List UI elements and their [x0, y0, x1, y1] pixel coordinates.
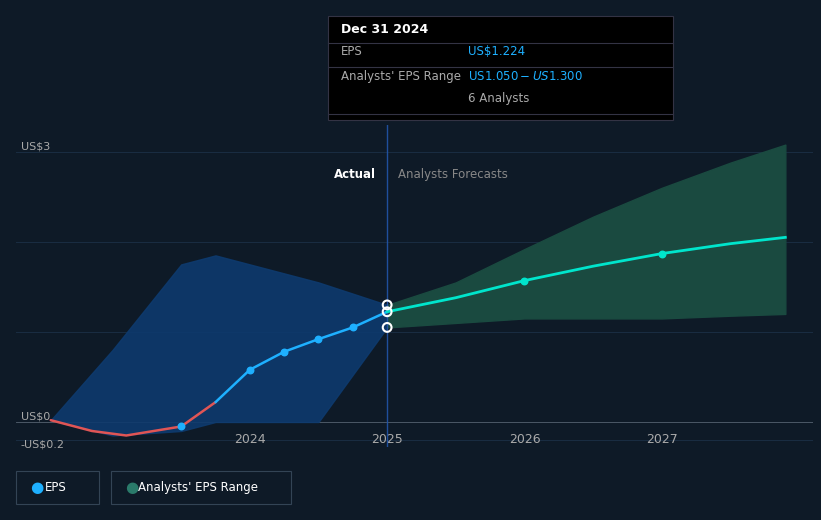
Text: EPS: EPS [45, 482, 67, 494]
Text: ●: ● [30, 480, 44, 495]
Point [175, 422, 188, 431]
Text: Analysts' EPS Range: Analysts' EPS Range [138, 482, 258, 494]
Text: 2024: 2024 [234, 433, 266, 446]
Text: Dec 31 2024: Dec 31 2024 [341, 23, 428, 36]
Text: 6 Analysts: 6 Analysts [468, 92, 530, 105]
Point [518, 277, 531, 285]
Text: 2027: 2027 [646, 433, 677, 446]
Point [655, 250, 668, 258]
Text: Analysts' EPS Range: Analysts' EPS Range [341, 70, 461, 83]
Text: Actual: Actual [334, 168, 376, 181]
Point [381, 323, 394, 332]
Point [312, 335, 325, 343]
Point [346, 323, 360, 332]
Text: US$3: US$3 [21, 142, 50, 152]
Text: Analysts Forecasts: Analysts Forecasts [398, 168, 508, 181]
Text: ●: ● [125, 480, 138, 495]
Text: EPS: EPS [341, 45, 362, 58]
Text: US$0: US$0 [21, 411, 50, 421]
Text: 2025: 2025 [371, 433, 403, 446]
Point [277, 347, 291, 356]
Text: -US$0.2: -US$0.2 [21, 440, 65, 450]
Point [381, 308, 394, 316]
Point [381, 301, 394, 309]
Point [243, 366, 256, 374]
Text: US$1.050 - US$1.300: US$1.050 - US$1.300 [468, 70, 583, 83]
Text: US$1.224: US$1.224 [468, 45, 525, 58]
Text: 2026: 2026 [509, 433, 540, 446]
